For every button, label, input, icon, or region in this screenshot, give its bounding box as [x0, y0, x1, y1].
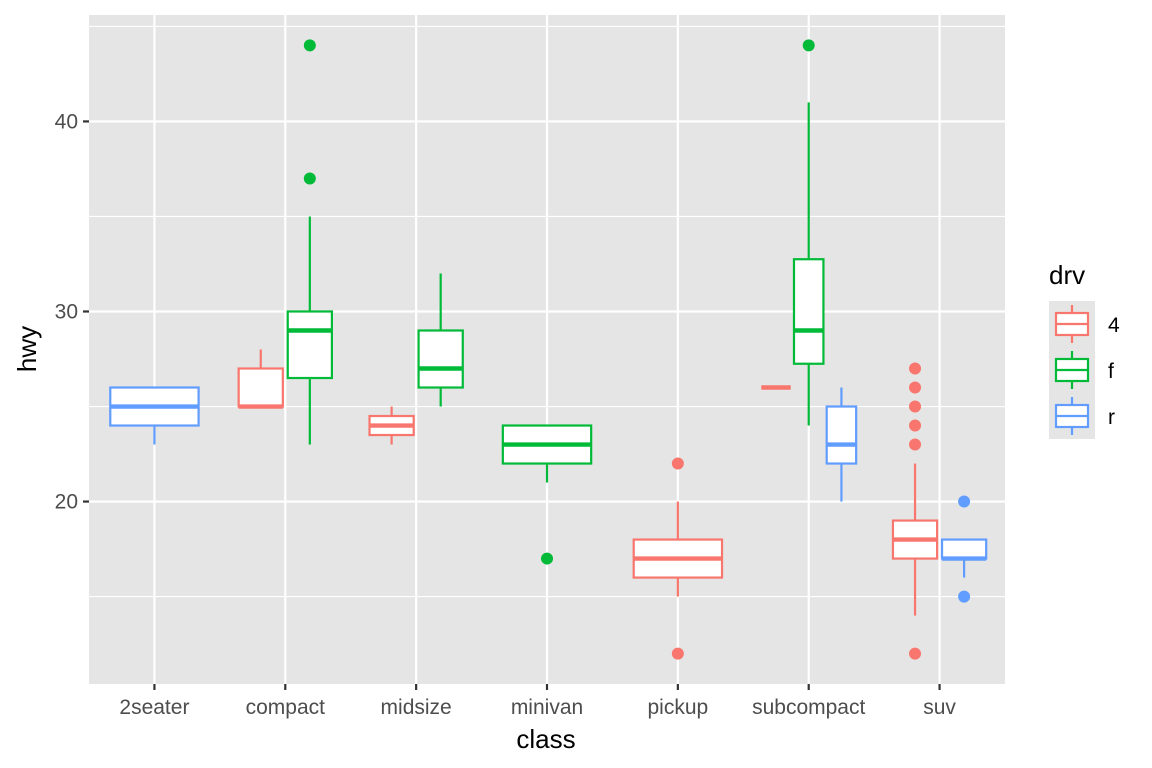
x-axis-title: class	[516, 724, 575, 754]
gridlines	[89, 15, 1005, 684]
x-tick-label: midsize	[381, 696, 452, 719]
x-tick-label: minivan	[511, 696, 583, 719]
outlier-point	[909, 438, 922, 451]
box-iqr	[940, 538, 988, 560]
legend-label: r	[1108, 406, 1115, 429]
x-tick-label: subcompact	[752, 696, 865, 719]
box-subcompact-r	[825, 387, 858, 502]
outlier-point	[909, 400, 922, 413]
x-tick-label: compact	[246, 696, 326, 719]
outlier-point	[958, 590, 971, 603]
box-suv-r	[940, 495, 988, 603]
box-iqr	[286, 310, 334, 380]
y-tick-label: 30	[55, 300, 78, 323]
outlier-point	[671, 457, 684, 470]
box-compact-4	[237, 349, 284, 409]
box-iqr	[792, 258, 825, 365]
outlier-point	[303, 39, 316, 52]
box-iqr	[825, 405, 858, 465]
x-tick-label: suv	[923, 696, 956, 719]
box-midsize-f	[417, 273, 464, 407]
x-tick-label: pickup	[648, 696, 709, 719]
outlier-point	[541, 552, 553, 565]
legend-key-f	[1049, 347, 1095, 393]
box-suv-4	[891, 362, 939, 660]
outlier-point	[802, 39, 815, 52]
x-axis: 2seater compact midsize minivan pickup subcom…	[119, 684, 956, 719]
outlier-point	[958, 495, 971, 508]
y-tick-label: 20	[55, 491, 78, 514]
outlier-point	[671, 647, 684, 660]
y-axis-title: hwy	[12, 326, 42, 372]
legend-label: f	[1108, 360, 1114, 383]
box-pickup-4	[632, 457, 724, 660]
outlier-point	[909, 419, 922, 432]
x-tick-label: 2seater	[119, 696, 189, 719]
y-tick-label: 40	[55, 110, 78, 133]
outlier-point	[909, 647, 922, 660]
outlier-point	[909, 362, 922, 375]
box-subcompact-f	[792, 39, 825, 426]
legend-label: 4	[1108, 314, 1120, 337]
box-minivan-f	[501, 424, 593, 565]
y-axis: 20 30 40	[55, 110, 89, 514]
box-midsize-4	[368, 406, 415, 445]
outlier-point	[909, 381, 922, 394]
outlier-point	[303, 172, 316, 185]
box-iqr	[417, 329, 464, 389]
boxplot-boxes	[109, 39, 988, 660]
legend: drv 4 fr	[1049, 260, 1120, 439]
box-2seater-r	[109, 386, 200, 445]
legend-key-r	[1049, 393, 1095, 439]
legend-title: drv	[1049, 260, 1085, 290]
box-compact-f	[286, 39, 334, 445]
legend-key-4	[1049, 301, 1095, 347]
box-iqr	[237, 367, 284, 408]
